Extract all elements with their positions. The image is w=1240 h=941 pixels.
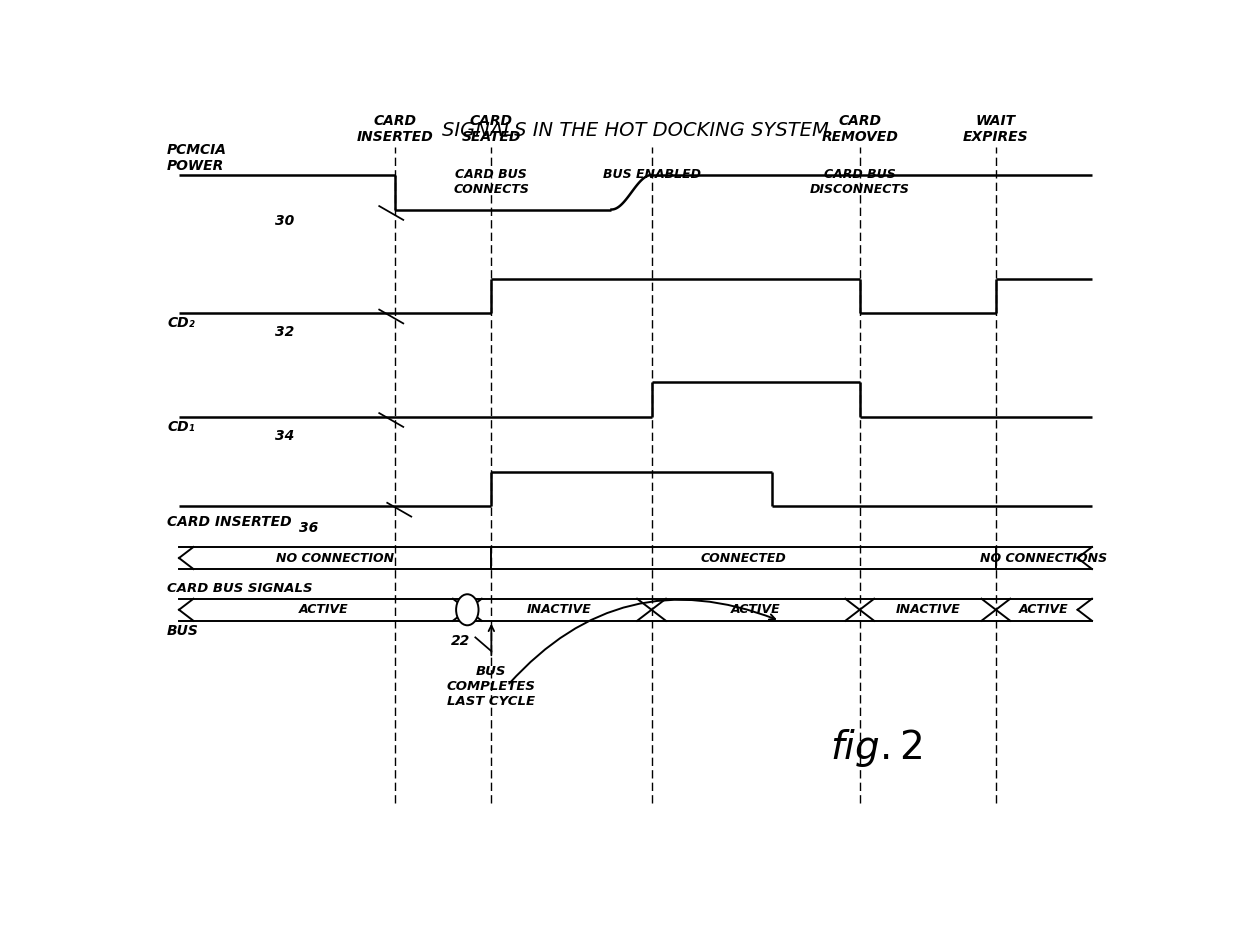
Text: 34: 34 [275,429,294,443]
Text: CARD INSERTED: CARD INSERTED [167,515,291,529]
Text: BUS
COMPLETES
LAST CYCLE: BUS COMPLETES LAST CYCLE [446,665,536,708]
Text: CARD
SEATED: CARD SEATED [461,114,521,144]
Text: CONNECTED: CONNECTED [701,551,786,565]
Text: BUS ENABLED: BUS ENABLED [603,168,701,181]
Text: BUS: BUS [167,624,198,638]
Text: 22: 22 [451,634,470,647]
Text: SIGNALS IN THE HOT DOCKING SYSTEM: SIGNALS IN THE HOT DOCKING SYSTEM [443,120,828,139]
Text: 30: 30 [275,215,294,229]
Text: WAIT
EXPIRES: WAIT EXPIRES [963,114,1029,144]
Text: NO CONNECTIONS: NO CONNECTIONS [981,551,1107,565]
Text: 36: 36 [299,521,319,535]
Text: CD₁: CD₁ [167,420,195,434]
Text: CARD BUS SIGNALS: CARD BUS SIGNALS [167,582,312,596]
Text: 32: 32 [275,326,294,340]
Text: CARD BUS
CONNECTS: CARD BUS CONNECTS [454,168,529,196]
Text: INACTIVE: INACTIVE [895,603,960,616]
Ellipse shape [456,595,479,626]
Text: PCMCIA
POWER: PCMCIA POWER [167,143,227,173]
Text: CD₂: CD₂ [167,316,195,330]
Text: NO CONNECTION: NO CONNECTION [277,551,394,565]
Text: ACTIVE: ACTIVE [730,603,780,616]
Text: $\mathit{fig.2}$: $\mathit{fig.2}$ [830,726,921,769]
Text: ACTIVE: ACTIVE [299,603,348,616]
Text: INACTIVE: INACTIVE [527,603,591,616]
Text: ACTIVE: ACTIVE [1019,603,1069,616]
Text: CARD
REMOVED: CARD REMOVED [821,114,898,144]
Text: CARD BUS
DISCONNECTS: CARD BUS DISCONNECTS [810,168,910,196]
Text: CARD
INSERTED: CARD INSERTED [357,114,434,144]
